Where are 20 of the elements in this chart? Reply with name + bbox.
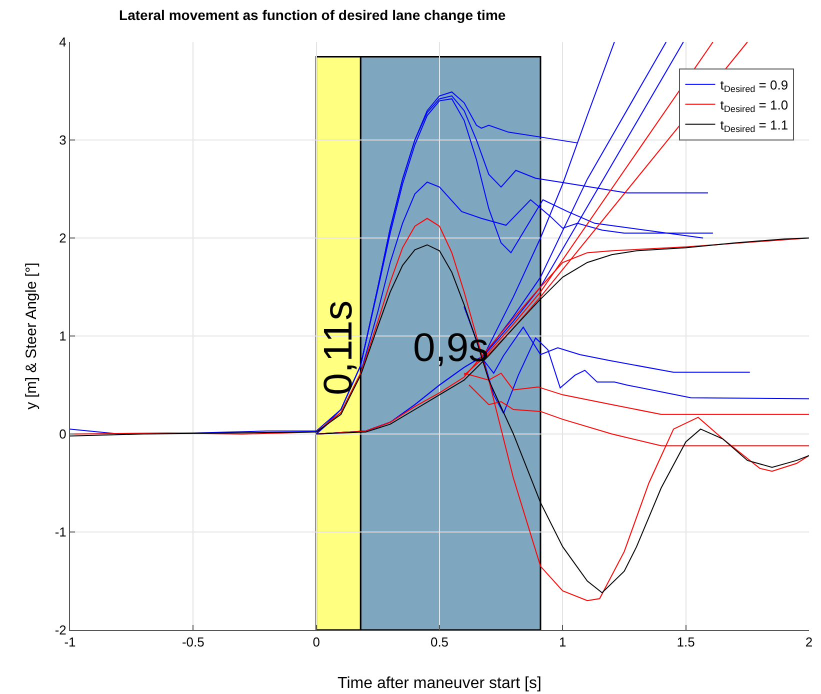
legend-label: t$_{Desired}$ = 1.0 (720, 97, 788, 114)
x-tick-label: -0.5 (182, 634, 204, 650)
y-tick-label: 1 (59, 328, 66, 344)
y-axis-title: y [m] & Steer Angle [°] (23, 262, 40, 410)
x-tick-label: 1.5 (676, 634, 695, 650)
y-tick-label: -2 (54, 622, 66, 638)
chart-title: Lateral movement as function of desired lane change time (119, 7, 506, 24)
x-tick-label: 1 (559, 634, 566, 650)
y-tick-label: 0 (59, 426, 66, 442)
legend-label: t$_{Desired}$ = 1.1 (720, 117, 788, 134)
y-tick-label: 4 (59, 34, 66, 50)
x-tick-label: 2 (805, 634, 813, 650)
legend-label: t$_{Desired}$ = 0.9 (720, 77, 788, 94)
x-tick-label: 0.5 (430, 634, 449, 650)
x-axis-title: Time after maneuver start [s] (338, 675, 542, 692)
x-tick-label: 0 (312, 634, 320, 650)
y-tick-label: 3 (59, 132, 66, 148)
y-tick-label: -1 (54, 524, 66, 540)
band-label: 0,11s (316, 300, 361, 396)
y-tick-label: 2 (59, 230, 66, 246)
